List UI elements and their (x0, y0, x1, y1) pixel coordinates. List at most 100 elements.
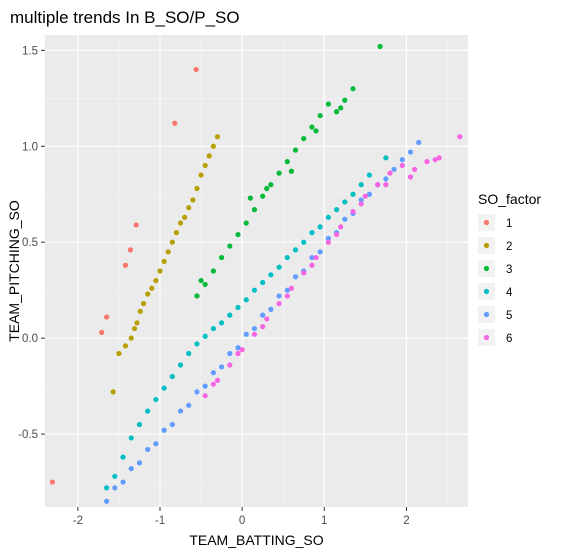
data-point-series-4 (276, 264, 282, 270)
data-point-series-6 (276, 301, 282, 307)
data-point-series-4 (128, 435, 134, 441)
legend-title: SO_factor (478, 191, 541, 207)
data-point-series-4 (145, 408, 151, 414)
data-point-series-5 (407, 149, 414, 155)
data-point-series-4 (104, 485, 110, 491)
data-points (49, 43, 463, 504)
data-point-series-4 (268, 272, 274, 278)
data-point-series-4 (350, 191, 356, 197)
data-point-series-5 (194, 389, 200, 395)
data-point-series-5 (399, 157, 405, 163)
data-point-series-3 (247, 195, 253, 201)
data-point-series-3 (218, 254, 225, 261)
data-point-series-2 (153, 277, 159, 284)
data-point-series-3 (292, 147, 299, 153)
data-point-series-4 (235, 304, 241, 311)
data-point-series-6 (284, 293, 290, 299)
axes: -2 -1 0 1 2 -0.5 0.0 0.5 1.0 1.5 (18, 45, 409, 527)
data-point-series-2 (122, 343, 129, 349)
data-point-series-1 (99, 329, 105, 335)
data-point-series-5 (145, 446, 151, 453)
data-point-series-5 (317, 249, 323, 255)
data-point-series-4 (292, 247, 299, 253)
data-point-series-2 (177, 220, 184, 226)
data-point-series-6 (436, 155, 442, 161)
legend-label-4: 4 (506, 287, 513, 299)
data-point-series-3 (198, 277, 204, 284)
data-point-series-3 (342, 97, 348, 103)
data-point-series-3 (325, 101, 331, 107)
data-point-series-6 (202, 393, 208, 399)
data-point-series-4 (383, 155, 389, 161)
y-tick-label: 0.5 (22, 237, 38, 249)
data-point-series-4 (260, 279, 266, 286)
data-point-series-5 (186, 402, 192, 408)
data-point-series-5 (169, 421, 175, 428)
data-point-series-6 (214, 377, 221, 383)
data-point-series-4 (218, 320, 225, 326)
data-point-series-3 (194, 293, 200, 299)
legend-key-6 (483, 334, 490, 341)
data-point-series-3 (202, 281, 208, 288)
chart-title: multiple trends In B_SO/P_SO (10, 8, 240, 27)
legend-label-5: 5 (506, 310, 512, 322)
data-point-series-2 (110, 389, 116, 395)
data-point-series-4 (186, 350, 192, 357)
data-point-series-5 (104, 498, 110, 504)
data-point-series-5 (416, 139, 422, 146)
data-point-series-3 (264, 185, 270, 192)
data-point-series-6 (338, 224, 344, 230)
data-point-series-2 (186, 205, 192, 211)
data-point-series-2 (157, 268, 163, 274)
data-point-series-4 (120, 454, 126, 460)
legend-label-1: 1 (506, 218, 512, 230)
data-point-series-4 (251, 287, 258, 293)
data-point-series-2 (190, 197, 196, 203)
data-point-series-5 (218, 364, 225, 370)
x-axis-label: TEAM_BATTING_SO (189, 532, 323, 548)
data-point-series-3 (309, 124, 315, 130)
data-point-series-4 (136, 421, 143, 428)
data-point-series-2 (149, 285, 155, 291)
data-point-series-1 (127, 247, 134, 253)
data-point-series-4 (366, 172, 373, 178)
data-point-series-5 (284, 287, 290, 293)
data-point-series-6 (375, 182, 381, 188)
data-point-series-4 (161, 385, 167, 391)
data-point-series-4 (153, 396, 159, 403)
data-point-series-2 (194, 185, 200, 192)
data-point-series-6 (235, 350, 241, 357)
data-point-series-5 (120, 479, 126, 485)
data-point-series-4 (309, 230, 315, 236)
data-point-series-6 (325, 239, 331, 245)
data-point-series-4 (177, 362, 184, 368)
data-point-series-5 (161, 427, 167, 433)
data-point-series-4 (325, 214, 331, 220)
data-point-series-5 (235, 345, 241, 351)
data-point-series-2 (140, 301, 147, 307)
data-point-series-3 (210, 268, 216, 274)
data-point-series-4 (112, 473, 118, 479)
data-point-series-2 (161, 258, 167, 265)
legend: SO_factor 1 2 3 4 5 6 (478, 191, 541, 346)
data-point-series-3 (338, 105, 344, 111)
data-point-series-2 (169, 239, 175, 245)
legend-key-3 (483, 265, 490, 272)
data-point-series-5 (309, 254, 315, 261)
data-point-series-3 (313, 128, 319, 134)
legend-key-2 (483, 242, 490, 249)
y-tick-label: -0.5 (18, 429, 38, 441)
data-point-series-1 (49, 479, 55, 485)
data-point-series-3 (235, 231, 241, 238)
data-point-series-6 (399, 162, 405, 169)
data-point-series-6 (309, 262, 315, 268)
data-point-series-5 (128, 466, 134, 472)
data-point-series-5 (227, 350, 233, 357)
data-point-series-5 (342, 216, 348, 222)
data-point-series-3 (284, 159, 290, 165)
data-point-series-6 (313, 254, 319, 261)
data-point-series-4 (194, 341, 200, 347)
data-point-series-2 (210, 143, 216, 149)
data-point-series-3 (350, 86, 356, 92)
